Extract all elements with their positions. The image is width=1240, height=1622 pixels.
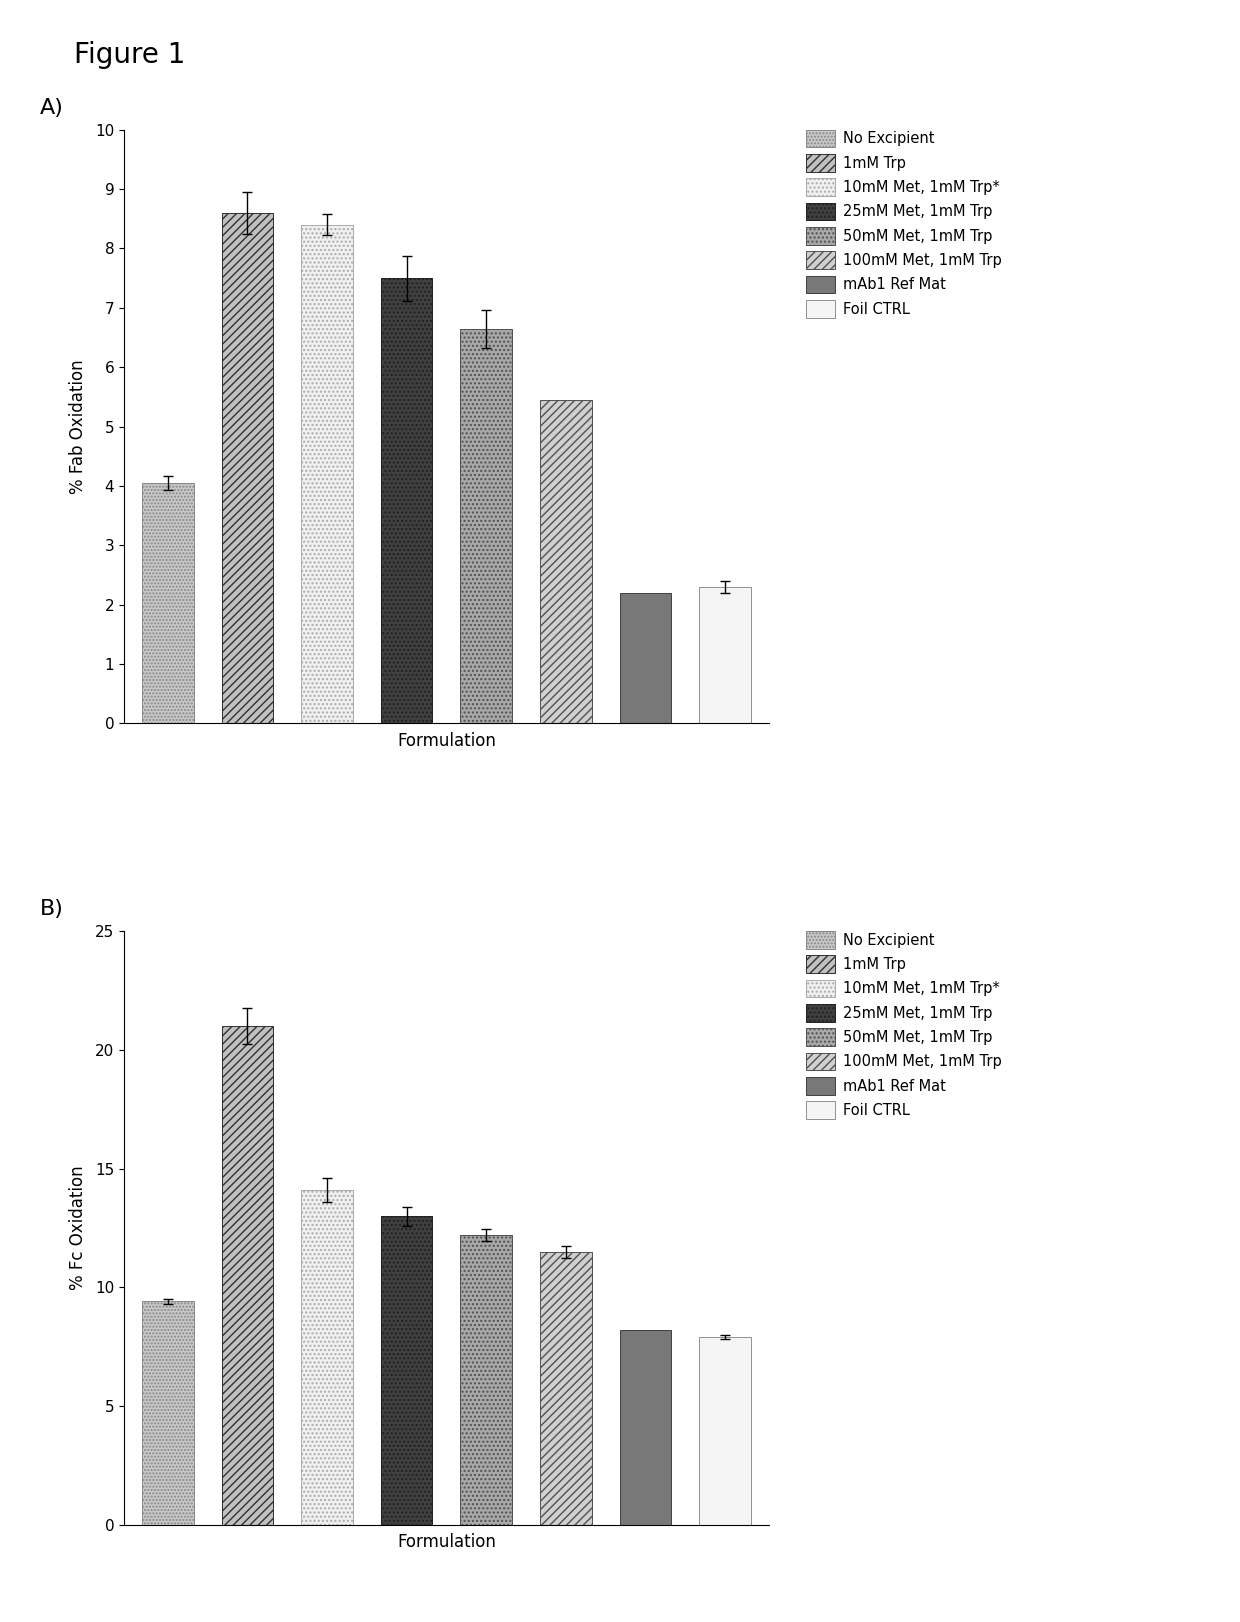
Bar (381, 1216, 433, 1525)
Bar (699, 587, 751, 723)
Y-axis label: % Fab Oxidation: % Fab Oxidation (68, 358, 87, 493)
Bar (539, 1252, 591, 1525)
Legend: No Excipient, 1mM Trp, 10mM Met, 1mM Trp*, 25mM Met, 1mM Trp, 50mM Met, 1mM Trp,: No Excipient, 1mM Trp, 10mM Met, 1mM Trp… (802, 125, 1006, 323)
Bar (301, 1191, 353, 1525)
Bar (539, 401, 591, 723)
Bar (141, 1301, 193, 1525)
Bar (381, 277, 433, 723)
Y-axis label: % Fc Oxidation: % Fc Oxidation (68, 1166, 87, 1289)
Bar (699, 1337, 751, 1525)
Bar (222, 1027, 273, 1525)
Bar (620, 1330, 671, 1525)
Legend: No Excipient, 1mM Trp, 10mM Met, 1mM Trp*, 25mM Met, 1mM Trp, 50mM Met, 1mM Trp,: No Excipient, 1mM Trp, 10mM Met, 1mM Trp… (802, 926, 1006, 1124)
Bar (222, 212, 273, 723)
X-axis label: Formulation: Formulation (397, 732, 496, 749)
Bar (301, 225, 353, 723)
X-axis label: Formulation: Formulation (397, 1533, 496, 1551)
Bar (460, 329, 512, 723)
Bar (460, 1234, 512, 1525)
Text: B): B) (40, 899, 64, 920)
Text: A): A) (40, 97, 64, 118)
Bar (141, 483, 193, 723)
Bar (620, 592, 671, 723)
Text: Figure 1: Figure 1 (74, 41, 186, 68)
